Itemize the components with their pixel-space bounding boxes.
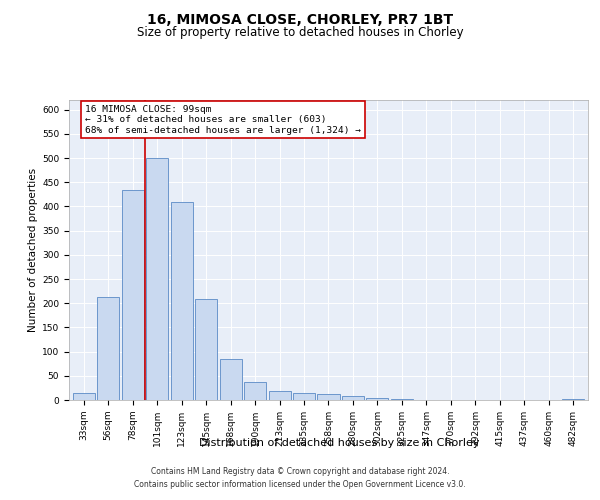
- Bar: [97, 298, 119, 400]
- Bar: [122, 190, 143, 400]
- Bar: [195, 300, 217, 400]
- Text: 16, MIMOSA CLOSE, CHORLEY, PR7 1BT: 16, MIMOSA CLOSE, CHORLEY, PR7 1BT: [147, 12, 453, 26]
- Bar: [293, 392, 315, 400]
- Bar: [220, 359, 242, 400]
- Text: 16 MIMOSA CLOSE: 99sqm
← 31% of detached houses are smaller (603)
68% of semi-de: 16 MIMOSA CLOSE: 99sqm ← 31% of detached…: [85, 105, 361, 134]
- Text: Contains HM Land Registry data © Crown copyright and database right 2024.: Contains HM Land Registry data © Crown c…: [151, 467, 449, 476]
- Bar: [562, 399, 584, 400]
- Text: Size of property relative to detached houses in Chorley: Size of property relative to detached ho…: [137, 26, 463, 39]
- Bar: [317, 394, 340, 400]
- Bar: [244, 382, 266, 400]
- Text: Distribution of detached houses by size in Chorley: Distribution of detached houses by size …: [199, 438, 479, 448]
- Bar: [73, 392, 95, 400]
- Bar: [342, 396, 364, 400]
- Text: Contains public sector information licensed under the Open Government Licence v3: Contains public sector information licen…: [134, 480, 466, 489]
- Y-axis label: Number of detached properties: Number of detached properties: [28, 168, 38, 332]
- Bar: [146, 158, 168, 400]
- Bar: [269, 392, 290, 400]
- Bar: [170, 202, 193, 400]
- Bar: [391, 399, 413, 400]
- Bar: [367, 398, 388, 400]
